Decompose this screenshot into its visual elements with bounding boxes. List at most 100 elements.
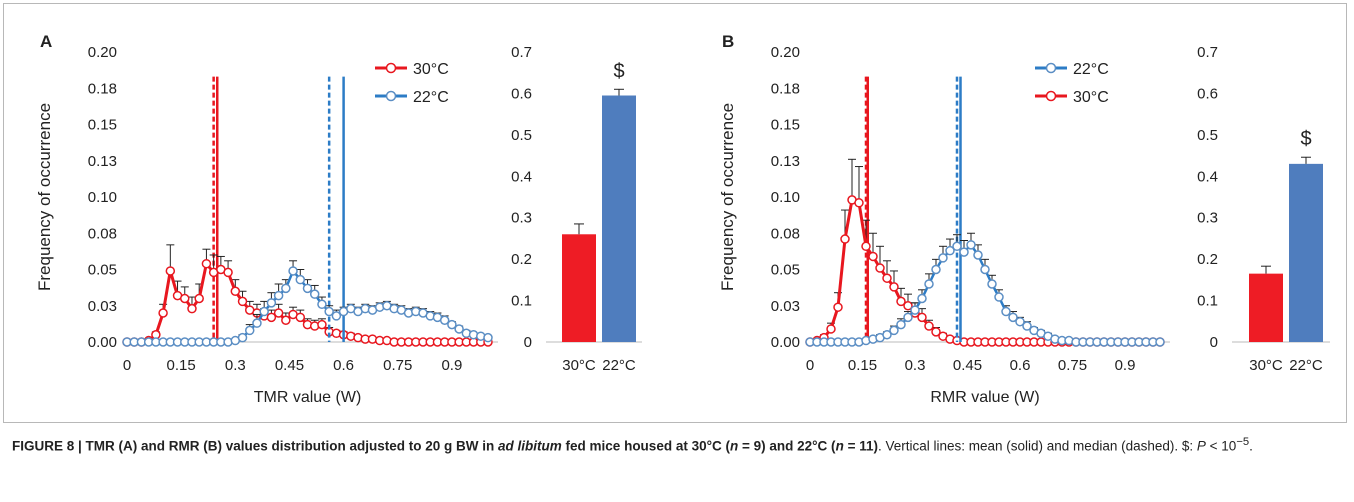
bar-category-label: 22°C: [602, 357, 636, 374]
data-point: [903, 312, 913, 323]
figure-caption: FIGURE 8 | TMR (A) and RMR (B) values di…: [12, 433, 1342, 456]
data-point: [237, 332, 248, 343]
data-point: [281, 315, 291, 325]
x-tick-label: 0.15: [848, 357, 877, 374]
legend-marker: [385, 90, 397, 102]
data-point: [288, 266, 298, 276]
data-point: [931, 327, 941, 337]
data-point: [910, 305, 920, 315]
caption-italic: ad libitum: [498, 438, 562, 454]
y-axis-label: Frequency of occurrence: [718, 103, 737, 291]
y-tick-label: 0.03: [771, 298, 800, 315]
data-point: [483, 332, 493, 343]
data-point: [924, 321, 934, 331]
data-point: [180, 293, 190, 304]
series-blue: [805, 76, 1165, 347]
data-point: [1008, 312, 1018, 323]
data-point: [896, 319, 906, 330]
data-point: [861, 241, 871, 252]
data-point: [194, 293, 204, 304]
data-point: [439, 315, 450, 325]
x-tick-label: 0.15: [167, 357, 196, 374]
y-tick-label: 0.18: [771, 80, 800, 97]
data-point: [1015, 316, 1025, 327]
data-point: [302, 283, 313, 294]
data-point: [1155, 337, 1165, 347]
chart-canvas: A0.000.030.050.080.100.130.150.180.200 0.…: [35, 32, 1330, 406]
caption-tail-a: . Vertical lines: mean (solid) and media…: [877, 438, 1197, 454]
data-point: [223, 267, 233, 278]
panel-label-A: A: [40, 32, 52, 51]
bar: [1249, 273, 1283, 342]
bar-y-tick-label: 0.1: [511, 293, 532, 310]
series-red: [805, 76, 1165, 347]
bar-y-tick-label: 0.5: [511, 127, 532, 144]
legend-label: 22°C: [413, 89, 449, 106]
bar-y-tick-label: 0.6: [511, 85, 532, 102]
x-tick-label: 0.9: [441, 357, 462, 374]
data-point: [826, 324, 836, 334]
data-point: [187, 303, 197, 314]
data-point: [158, 308, 168, 318]
data-point: [273, 290, 284, 301]
series-blue: [122, 76, 493, 347]
series-red: [122, 76, 493, 347]
data-point: [980, 264, 990, 275]
data-point: [295, 312, 306, 323]
y-tick-label: 0.10: [771, 189, 800, 206]
x-axis-label: RMR value (W): [930, 389, 1039, 406]
legend-label: 30°C: [413, 61, 449, 78]
panel-label-B: B: [722, 32, 734, 51]
data-point: [917, 293, 927, 304]
bar: [602, 95, 636, 342]
data-point: [952, 241, 962, 252]
caption-end: .: [1249, 438, 1253, 454]
data-point: [966, 240, 976, 250]
bar-y-tick-label: 0.3: [511, 210, 532, 227]
figure-frame: [3, 3, 1347, 423]
data-point: [295, 274, 306, 285]
caption-n1: n: [730, 438, 739, 454]
x-tick-label: 0: [123, 357, 131, 374]
data-point: [924, 279, 934, 289]
data-point: [309, 289, 320, 299]
bar-y-tick-label: 0.7: [1197, 44, 1218, 61]
bar: [1289, 163, 1323, 342]
y-tick-label: 0.15: [88, 117, 117, 134]
data-point: [875, 263, 885, 273]
x-tick-label: 0.9: [1115, 357, 1136, 374]
data-point: [273, 308, 284, 318]
x-tick-label: 0.6: [333, 357, 354, 374]
data-point: [994, 292, 1004, 302]
data-point: [833, 302, 843, 312]
y-tick-label: 0.10: [88, 189, 117, 206]
data-point: [840, 234, 850, 244]
significance-mark: $: [613, 60, 624, 82]
caption-n2: n: [835, 438, 844, 454]
data-point: [931, 264, 941, 275]
y-tick-label: 0.20: [88, 44, 117, 61]
legend-marker: [1045, 62, 1057, 74]
data-point: [987, 279, 997, 289]
bar-y-tick-label: 0: [524, 334, 532, 351]
y-tick-label: 0.18: [88, 80, 117, 97]
data-point: [317, 319, 327, 330]
y-tick-label: 0.13: [88, 153, 117, 170]
y-tick-label: 0.08: [771, 225, 800, 242]
caption-tail-b: < 10: [1205, 438, 1237, 454]
x-axis-label: TMR value (W): [254, 389, 362, 406]
y-tick-label: 0.00: [88, 334, 117, 351]
y-tick-label: 0.20: [771, 44, 800, 61]
data-point: [281, 283, 291, 294]
data-point: [889, 325, 899, 336]
data-point: [447, 319, 457, 330]
data-point: [259, 306, 269, 317]
y-tick-label: 0.05: [771, 262, 800, 279]
data-point: [454, 324, 464, 334]
series-line: [127, 260, 488, 344]
bar-y-tick-label: 0: [1210, 334, 1218, 351]
bar-y-tick-label: 0.3: [1197, 210, 1218, 227]
legend-marker: [1045, 90, 1057, 102]
bar-y-tick-label: 0.4: [511, 168, 532, 185]
